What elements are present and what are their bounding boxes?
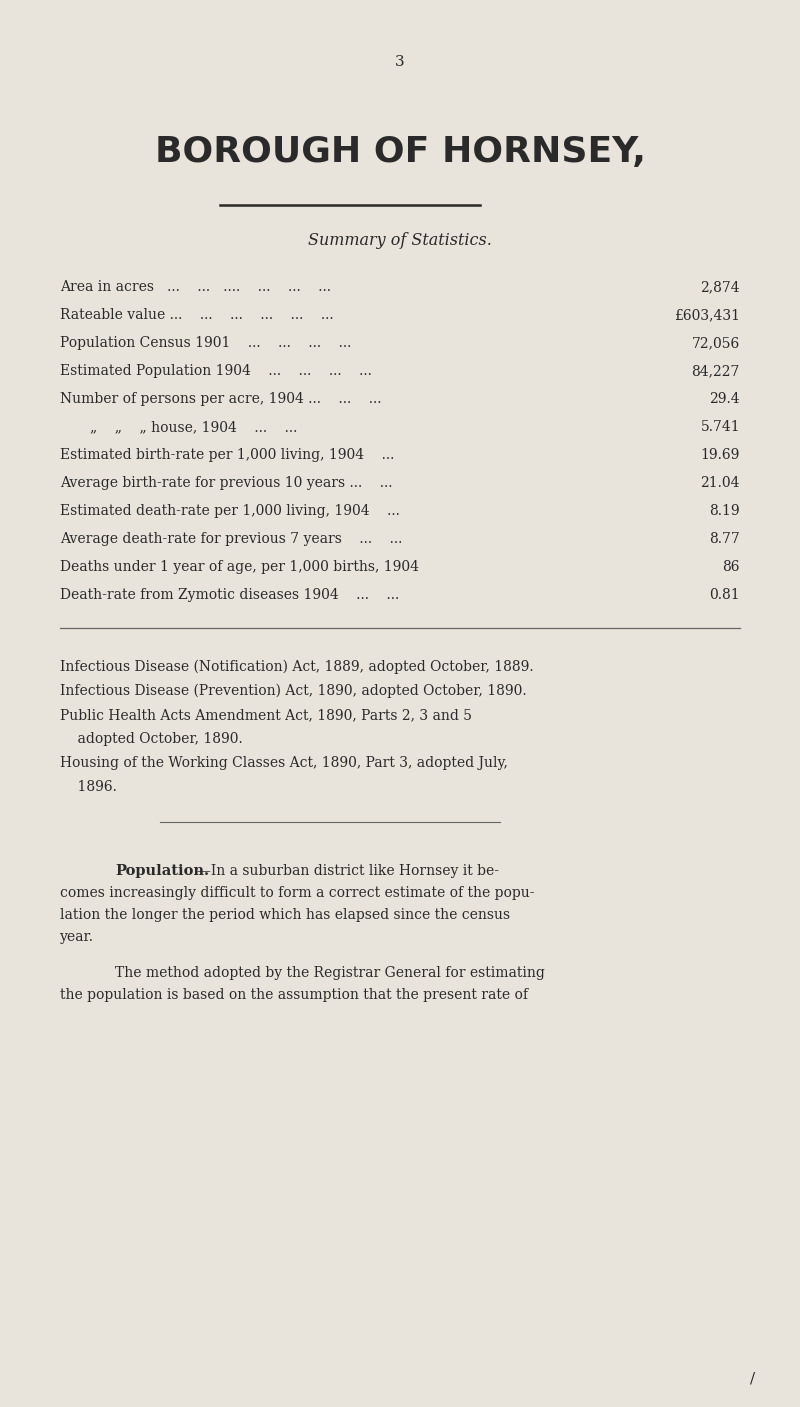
Text: Deaths under 1 year of age, per 1,000 births, 1904: Deaths under 1 year of age, per 1,000 bi… <box>60 560 419 574</box>
Text: Rateable value ...    ...    ...    ...    ...    ...: Rateable value ... ... ... ... ... ... <box>60 308 334 322</box>
Text: adopted October, 1890.: adopted October, 1890. <box>60 732 242 746</box>
Text: 8.19: 8.19 <box>710 504 740 518</box>
Text: 19.69: 19.69 <box>701 447 740 461</box>
Text: 84,227: 84,227 <box>692 364 740 378</box>
Text: 86: 86 <box>722 560 740 574</box>
Text: comes increasingly difficult to form a correct estimate of the popu-: comes increasingly difficult to form a c… <box>60 886 534 900</box>
Text: the population is based on the assumption that the present rate of: the population is based on the assumptio… <box>60 988 528 1002</box>
Text: Estimated death-rate per 1,000 living, 1904    ...: Estimated death-rate per 1,000 living, 1… <box>60 504 400 518</box>
Text: Summary of Statistics.: Summary of Statistics. <box>308 232 492 249</box>
Text: 0.81: 0.81 <box>710 588 740 602</box>
Text: year.: year. <box>60 930 94 944</box>
Text: Estimated birth-rate per 1,000 living, 1904    ...: Estimated birth-rate per 1,000 living, 1… <box>60 447 394 461</box>
Text: Average birth-rate for previous 10 years ...    ...: Average birth-rate for previous 10 years… <box>60 476 393 490</box>
Text: Number of persons per acre, 1904 ...    ...    ...: Number of persons per acre, 1904 ... ...… <box>60 393 382 407</box>
Text: 8.77: 8.77 <box>710 532 740 546</box>
Text: Public Health Acts Amendment Act, 1890, Parts 2, 3 and 5: Public Health Acts Amendment Act, 1890, … <box>60 708 472 722</box>
Text: Population.: Population. <box>115 864 209 878</box>
Text: 2,874: 2,874 <box>700 280 740 294</box>
Text: „    „    „ house, 1904    ...    ...: „ „ „ house, 1904 ... ... <box>90 421 298 433</box>
Text: 21.04: 21.04 <box>701 476 740 490</box>
Text: 5.741: 5.741 <box>700 421 740 433</box>
Text: Death-rate from Zymotic diseases 1904    ...    ...: Death-rate from Zymotic diseases 1904 ..… <box>60 588 399 602</box>
Text: —In a suburban district like Hornsey it be-: —In a suburban district like Hornsey it … <box>197 864 499 878</box>
Text: Population Census 1901    ...    ...    ...    ...: Population Census 1901 ... ... ... ... <box>60 336 351 350</box>
Text: Infectious Disease (Notification) Act, 1889, adopted October, 1889.: Infectious Disease (Notification) Act, 1… <box>60 660 534 674</box>
Text: Estimated Population 1904    ...    ...    ...    ...: Estimated Population 1904 ... ... ... ..… <box>60 364 372 378</box>
Text: 1896.: 1896. <box>60 779 117 794</box>
Text: The method adopted by the Registrar General for estimating: The method adopted by the Registrar Gene… <box>115 967 545 981</box>
Text: BOROUGH OF HORNSEY,: BOROUGH OF HORNSEY, <box>154 135 646 169</box>
Text: lation the longer the period which has elapsed since the census: lation the longer the period which has e… <box>60 908 510 922</box>
Text: £603,431: £603,431 <box>674 308 740 322</box>
Text: Area in acres   ...    ...   ....    ...    ...    ...: Area in acres ... ... .... ... ... ... <box>60 280 331 294</box>
Text: Housing of the Working Classes Act, 1890, Part 3, adopted July,: Housing of the Working Classes Act, 1890… <box>60 756 508 770</box>
Text: 29.4: 29.4 <box>710 393 740 407</box>
Text: 72,056: 72,056 <box>692 336 740 350</box>
Text: Average death-rate for previous 7 years    ...    ...: Average death-rate for previous 7 years … <box>60 532 402 546</box>
Text: 3: 3 <box>395 55 405 69</box>
Text: Infectious Disease (Prevention) Act, 1890, adopted October, 1890.: Infectious Disease (Prevention) Act, 189… <box>60 684 526 698</box>
Text: /: / <box>750 1370 755 1384</box>
